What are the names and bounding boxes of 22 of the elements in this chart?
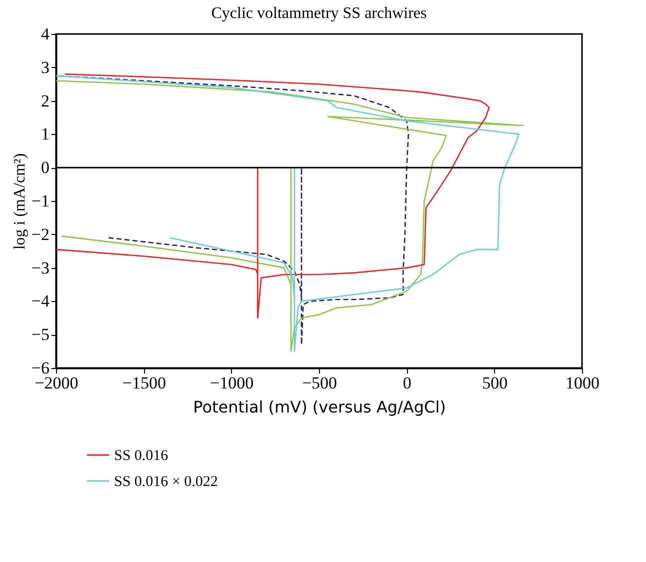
legend-label: SS 0.016 × 0.022	[114, 474, 218, 490]
y-tick-label: 0	[41, 158, 50, 178]
x-tick-label: −1500	[122, 374, 166, 392]
x-axis-title: Potential (mV) (versus Ag/AgCl)	[193, 398, 446, 416]
y-tick-label: −5	[31, 325, 50, 344]
x-tick-label: 1000	[566, 374, 600, 392]
y-tick-label: 2	[41, 91, 50, 110]
y-tick-label: 3	[41, 58, 50, 77]
y-tick-label: −2	[31, 224, 50, 244]
y-tick-label: 1	[41, 124, 50, 144]
line-series	[56, 73, 490, 319]
x-tick-label: 0	[402, 374, 412, 392]
chart-title: Cyclic voltammetry SS archwires	[211, 5, 427, 22]
y-tick-label: −1	[31, 192, 50, 210]
y-axis-title: log i (mA/cm²)	[11, 153, 28, 250]
y-tick-label: −4	[31, 292, 50, 311]
x-tick-label: −1000	[210, 374, 254, 392]
x-tick-label: −500	[302, 374, 338, 392]
y-tick-label: 4	[41, 24, 50, 44]
legend-label: SS 0.016	[114, 448, 169, 464]
x-tick-label: 500	[482, 374, 508, 392]
y-tick-label: −3	[31, 258, 50, 278]
